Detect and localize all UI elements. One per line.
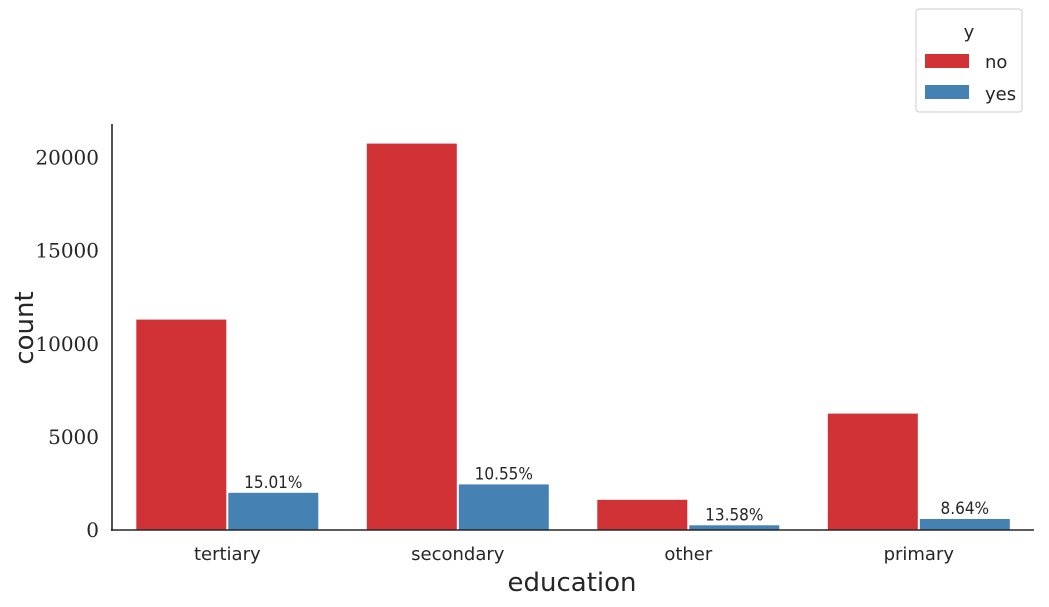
x-axis-ticks: tertiary secondary other primary xyxy=(194,544,954,565)
x-axis-title: education xyxy=(507,568,636,598)
legend-label-yes: yes xyxy=(985,84,1016,105)
data-label-primary: 8.64% xyxy=(941,499,990,519)
y-axis-ticks: 0 5000 10000 15000 20000 xyxy=(35,146,99,543)
y-tick-label-10000: 10000 xyxy=(35,332,99,356)
bars-layer xyxy=(136,143,1010,530)
y-tick-label-5000: 5000 xyxy=(48,425,99,449)
x-tick-label-other: other xyxy=(664,544,713,565)
bar-other-no xyxy=(597,499,688,530)
data-label-tertiary: 15.01% xyxy=(244,473,302,493)
bar-tertiary-no xyxy=(136,319,227,530)
x-tick-label-secondary: secondary xyxy=(411,544,505,565)
bar-secondary-yes xyxy=(458,484,549,530)
x-tick-label-tertiary: tertiary xyxy=(194,544,261,565)
bar-tertiary-yes xyxy=(228,492,319,530)
y-tick-label-0: 0 xyxy=(86,518,99,542)
bar-other-yes xyxy=(689,525,780,530)
data-label-secondary: 10.55% xyxy=(475,464,533,484)
bar-primary-yes xyxy=(919,519,1010,530)
legend-title: y xyxy=(964,22,975,43)
y-tick-label-15000: 15000 xyxy=(35,239,99,263)
bar-primary-no xyxy=(827,413,918,530)
legend-label-no: no xyxy=(985,52,1007,73)
legend-swatch-yes xyxy=(925,85,969,99)
x-tick-label-primary: primary xyxy=(884,544,955,565)
data-labels-layer: 15.01% 10.55% 13.58% 8.64% xyxy=(244,464,989,525)
data-label-other: 13.58% xyxy=(705,505,763,525)
legend-swatch-no xyxy=(925,54,969,68)
bar-secondary-no xyxy=(366,143,457,530)
y-tick-label-20000: 20000 xyxy=(35,146,99,170)
y-axis-title: count xyxy=(10,291,40,364)
legend: y no yes xyxy=(915,8,1023,113)
